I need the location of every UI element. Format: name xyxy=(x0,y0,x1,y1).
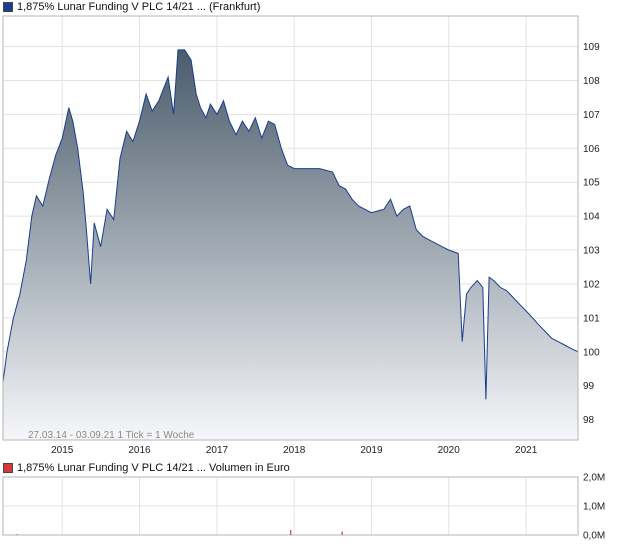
volume-plot-border xyxy=(2,476,579,536)
price-x-tick-label: 2016 xyxy=(128,445,151,456)
price-x-tick-label: 2021 xyxy=(515,445,538,456)
price-y-tick-label: 106 xyxy=(583,144,600,155)
price-y-tick-label: 109 xyxy=(583,42,600,53)
volume-y-tick-label: 2,0M xyxy=(583,473,605,484)
price-x-tick-label: 2020 xyxy=(438,445,461,456)
price-area-fill xyxy=(3,49,578,441)
price-y-tick-label: 101 xyxy=(583,313,600,324)
price-x-tick-label: 2015 xyxy=(51,445,74,456)
price-x-tick-label: 2019 xyxy=(360,445,383,456)
price-y-tick-label: 98 xyxy=(583,415,595,426)
price-y-tick-label: 103 xyxy=(583,246,600,257)
chart-info: 27.03.14 - 03.09.21 1 Tick = 1 Woche xyxy=(28,430,195,441)
price-series-swatch xyxy=(3,2,13,12)
volume-y-tick-label: 0,0M xyxy=(583,531,605,542)
price-y-tick-label: 99 xyxy=(583,381,595,392)
price-y-tick-label: 107 xyxy=(583,110,600,121)
price-x-tick-label: 2017 xyxy=(206,445,229,456)
price-y-tick-label: 102 xyxy=(583,279,600,290)
price-legend-label: 1,875% Lunar Funding V PLC 14/21 ... (Fr… xyxy=(17,1,261,13)
volume-legend-label: 1,875% Lunar Funding V PLC 14/21 ... Vol… xyxy=(17,462,290,474)
volume-chart-legend: 1,875% Lunar Funding V PLC 14/21 ... Vol… xyxy=(3,461,290,475)
price-x-tick-label: 2018 xyxy=(283,445,306,456)
volume-y-tick-label: 1,0M xyxy=(583,502,605,513)
price-y-tick-label: 108 xyxy=(583,76,600,87)
price-y-tick-label: 100 xyxy=(583,347,600,358)
volume-series-swatch xyxy=(3,463,13,473)
volume-bar xyxy=(16,534,18,535)
volume-bar xyxy=(341,531,343,535)
price-plot-border xyxy=(2,15,579,441)
price-chart-legend: 1,875% Lunar Funding V PLC 14/21 ... (Fr… xyxy=(3,0,260,14)
price-y-tick-label: 104 xyxy=(583,212,600,223)
price-chart: 98 99 100 101 102 103 104 105 106 107 108 109 2015 2… xyxy=(2,15,600,456)
price-y-tick-label: 105 xyxy=(583,178,600,189)
volume-bar xyxy=(290,530,292,535)
price-line xyxy=(2,49,579,400)
